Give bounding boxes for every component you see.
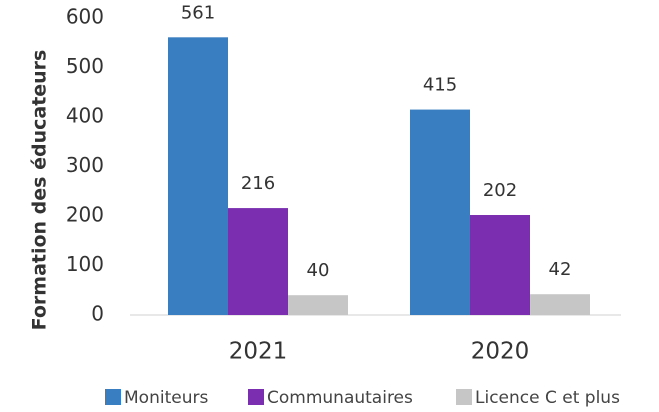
y-tick-label: 400 — [66, 104, 104, 128]
y-tick-label: 0 — [91, 302, 104, 326]
y-tick-label: 500 — [66, 54, 104, 78]
y-axis-label: Formation des éducateurs — [29, 50, 51, 331]
y-tick-label: 200 — [66, 203, 104, 227]
bar — [470, 215, 530, 315]
legend-swatch — [248, 389, 264, 405]
value-label: 216 — [241, 173, 275, 194]
bar — [168, 37, 228, 316]
y-tick-label: 100 — [66, 252, 104, 276]
bar — [228, 208, 288, 315]
x-tick-label: 2021 — [229, 339, 288, 365]
legend-label: Communautaires — [267, 388, 413, 408]
bar — [288, 295, 348, 315]
legend-swatch — [456, 389, 472, 405]
value-label: 415 — [423, 75, 457, 96]
x-tick-label: 2020 — [471, 339, 530, 365]
value-label: 40 — [307, 260, 330, 281]
legend-swatch — [105, 389, 121, 405]
value-label: 202 — [483, 180, 517, 201]
y-tick-label: 600 — [66, 5, 104, 29]
y-tick-label: 300 — [66, 153, 104, 177]
legend-label: Moniteurs — [124, 388, 208, 408]
value-label: 42 — [549, 259, 572, 280]
legend-label: Licence C et plus — [475, 388, 620, 408]
bar — [410, 109, 470, 315]
bar — [530, 294, 590, 315]
value-label: 561 — [181, 2, 215, 23]
